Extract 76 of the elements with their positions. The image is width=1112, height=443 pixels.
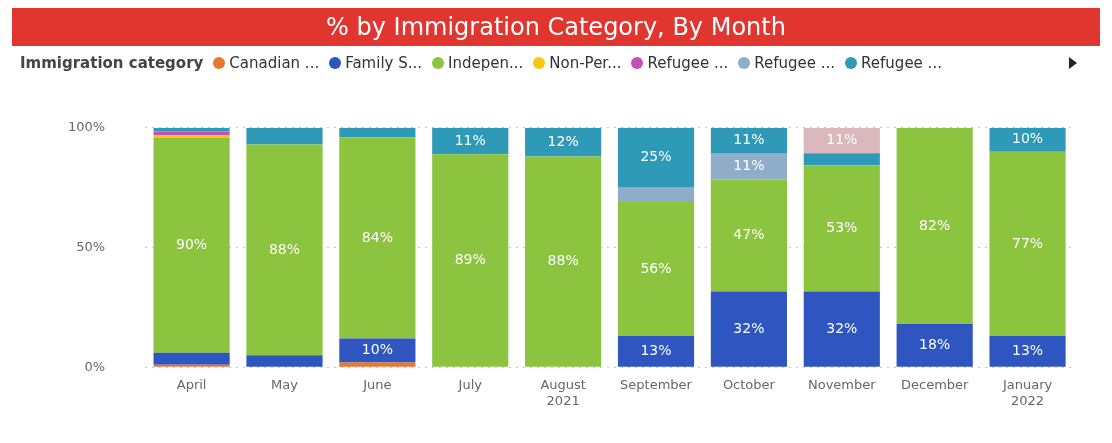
data-label: 47% (733, 226, 765, 243)
data-label: 56% (640, 259, 672, 276)
data-label: 88% (547, 252, 579, 269)
x-tick-label: December (900, 377, 970, 393)
legend-label: Indepen... (448, 54, 524, 72)
x-tick-label: November (807, 377, 877, 393)
bar (246, 144, 323, 356)
bar (153, 131, 230, 135)
data-label: 32% (826, 319, 858, 336)
bar (339, 338, 416, 363)
bar (153, 137, 230, 353)
bar (989, 127, 1066, 152)
bar (803, 153, 880, 166)
y-tick-label: 0% (84, 358, 106, 374)
x-tick-label: October (722, 377, 776, 393)
data-label: 82% (919, 216, 951, 233)
bar (525, 127, 602, 157)
data-label: 10% (1012, 130, 1044, 147)
data-label: 53% (826, 218, 858, 235)
bar (246, 355, 323, 367)
data-label: 32% (733, 319, 765, 336)
data-label: 84% (361, 228, 393, 245)
data-label: 89% (454, 251, 486, 268)
data-label: 11% (826, 131, 858, 148)
bar (153, 352, 230, 365)
data-label: 18% (919, 336, 951, 353)
data-label: 11% (733, 131, 765, 148)
bar (803, 127, 880, 154)
legend-label: Canadian ... (229, 54, 320, 72)
bar (432, 127, 509, 155)
bar (710, 291, 787, 367)
chart-title: % by Immigration Category, By Month (12, 8, 1100, 46)
bar (989, 151, 1066, 337)
bar (989, 336, 1066, 367)
bar (710, 127, 787, 154)
x-tick-label: August 2021 (540, 377, 586, 408)
x-tick-label: May (271, 377, 299, 393)
bar (896, 324, 973, 367)
data-label: 10% (361, 341, 393, 358)
bar (339, 137, 416, 339)
bar (803, 291, 880, 367)
bar (617, 336, 695, 367)
bar (246, 127, 323, 145)
bar (896, 127, 973, 325)
x-tick-label: September (620, 377, 693, 393)
bar (339, 127, 416, 138)
bar (710, 179, 787, 292)
data-label: 11% (454, 131, 486, 148)
bar (617, 127, 695, 188)
data-label: 13% (1012, 342, 1044, 359)
data-label: 90% (176, 235, 208, 252)
bar (617, 187, 695, 203)
legend-label: Refugee ... (861, 54, 942, 72)
data-label: 12% (547, 132, 579, 149)
bar (339, 362, 416, 367)
y-tick-label: 100% (67, 119, 106, 135)
bar (432, 154, 509, 367)
bar (710, 153, 787, 180)
data-label: 11% (733, 157, 765, 174)
bar (525, 156, 602, 367)
data-label: 77% (1012, 234, 1044, 251)
data-label: 88% (268, 240, 301, 257)
legend-label: Refugee ... (754, 54, 836, 72)
legend-label: Non-Per... (549, 54, 622, 72)
legend-label: Refugee ... (647, 54, 729, 72)
y-tick-label: 50% (76, 238, 106, 254)
bar (617, 202, 695, 337)
data-label: 13% (640, 342, 672, 359)
x-tick-label: July (457, 377, 483, 393)
legend-label: Family S... (345, 54, 423, 72)
x-tick-label: April (176, 377, 207, 393)
x-tick-label: June (362, 377, 392, 393)
bar (803, 165, 880, 292)
x-tick-label: January 2022 (1001, 377, 1053, 408)
legend-title: Immigration category (20, 54, 204, 72)
data-label: 25% (640, 148, 672, 165)
